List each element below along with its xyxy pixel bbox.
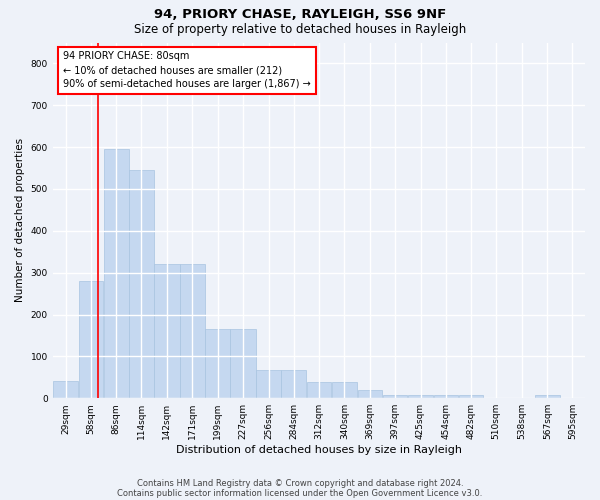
Text: Size of property relative to detached houses in Rayleigh: Size of property relative to detached ho… (134, 22, 466, 36)
Text: 94, PRIORY CHASE, RAYLEIGH, SS6 9NF: 94, PRIORY CHASE, RAYLEIGH, SS6 9NF (154, 8, 446, 20)
Text: Contains public sector information licensed under the Open Government Licence v3: Contains public sector information licen… (118, 488, 482, 498)
X-axis label: Distribution of detached houses by size in Rayleigh: Distribution of detached houses by size … (176, 445, 462, 455)
Bar (79, 281, 103, 398)
Bar (358, 390, 382, 398)
Bar (230, 329, 256, 398)
Bar (180, 264, 205, 398)
Bar (281, 370, 306, 398)
Bar (129, 170, 154, 398)
Bar (535, 395, 560, 398)
Bar (104, 149, 128, 398)
Text: Contains HM Land Registry data © Crown copyright and database right 2024.: Contains HM Land Registry data © Crown c… (137, 478, 463, 488)
Bar (256, 370, 281, 398)
Bar (408, 395, 433, 398)
Y-axis label: Number of detached properties: Number of detached properties (15, 138, 25, 302)
Bar (205, 329, 230, 398)
Bar (434, 395, 458, 398)
Bar (154, 264, 179, 398)
Bar (383, 395, 407, 398)
Text: 94 PRIORY CHASE: 80sqm
← 10% of detached houses are smaller (212)
90% of semi-de: 94 PRIORY CHASE: 80sqm ← 10% of detached… (64, 52, 311, 90)
Bar (332, 382, 357, 398)
Bar (307, 382, 331, 398)
Bar (459, 395, 484, 398)
Bar (53, 382, 79, 398)
